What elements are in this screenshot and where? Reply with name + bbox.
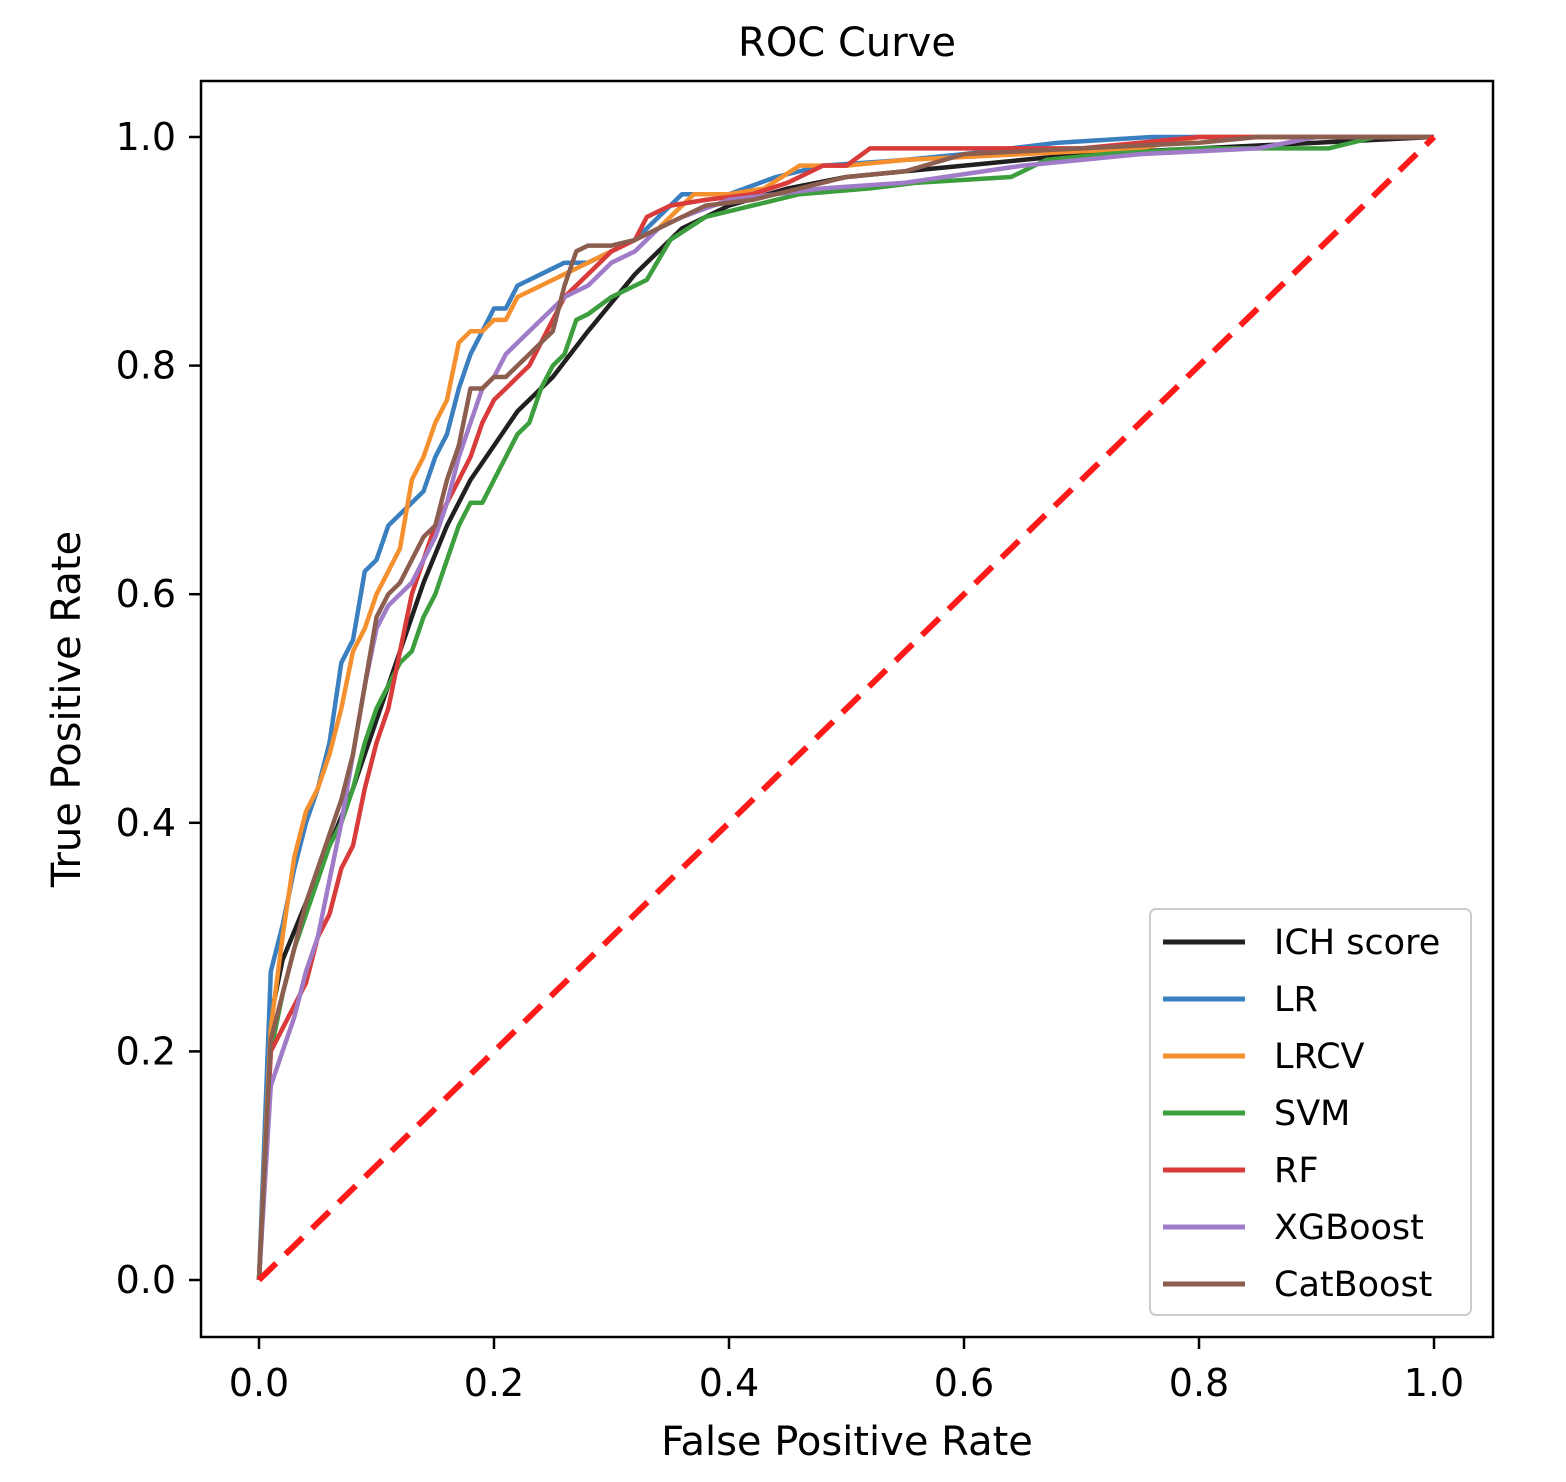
series-line-rf xyxy=(256,134,1434,1281)
y-axis-label: True Positive Rate xyxy=(44,531,90,888)
chart-title: ROC Curve xyxy=(738,20,956,66)
x-tick-label: 1.0 xyxy=(1404,1361,1464,1405)
legend-label-rf: RF xyxy=(1274,1151,1318,1191)
y-tick-label: 1.0 xyxy=(116,115,176,159)
legend: ICH score LR LRCV SVM RF XGBoost CatBoost xyxy=(1149,908,1472,1316)
series-line-catboost xyxy=(256,134,1434,1281)
legend-box xyxy=(1149,908,1472,1316)
y-axis-ticks: 0.0 0.2 0.4 0.6 0.8 1.0 xyxy=(116,115,201,1302)
x-tick-label: 0.6 xyxy=(934,1361,994,1405)
y-tick-label: 0.4 xyxy=(116,801,176,845)
y-tick-label: 0.2 xyxy=(116,1029,176,1073)
legend-label-lr: LR xyxy=(1274,980,1318,1020)
x-tick-label: 0.0 xyxy=(229,1361,289,1405)
x-tick-label: 0.4 xyxy=(699,1361,759,1405)
series-layer xyxy=(256,134,1435,1281)
plot-frame xyxy=(199,79,1495,1339)
legend-label-catboost: CatBoost xyxy=(1274,1265,1432,1305)
legend-label-xgboost: XGBoost xyxy=(1274,1208,1424,1248)
x-axis-ticks: 0.0 0.2 0.4 0.6 0.8 1.0 xyxy=(229,1337,1464,1405)
y-tick-label: 0.6 xyxy=(116,572,176,616)
legend-label-ich-score: ICH score xyxy=(1274,923,1440,963)
x-tick-label: 0.2 xyxy=(464,1361,524,1405)
series-line-lrcv xyxy=(256,134,1434,1281)
legend-label-lrcv: LRCV xyxy=(1274,1037,1365,1077)
x-axis-label: False Positive Rate xyxy=(661,1419,1033,1465)
y-tick-label: 0.0 xyxy=(116,1258,176,1302)
reference-layer xyxy=(256,134,1437,1283)
series-line-lr xyxy=(256,134,1434,1281)
reference-diagonal-line xyxy=(256,134,1437,1283)
y-tick-label: 0.8 xyxy=(116,344,176,388)
x-tick-label: 0.8 xyxy=(1169,1361,1229,1405)
legend-label-svm: SVM xyxy=(1274,1094,1350,1134)
